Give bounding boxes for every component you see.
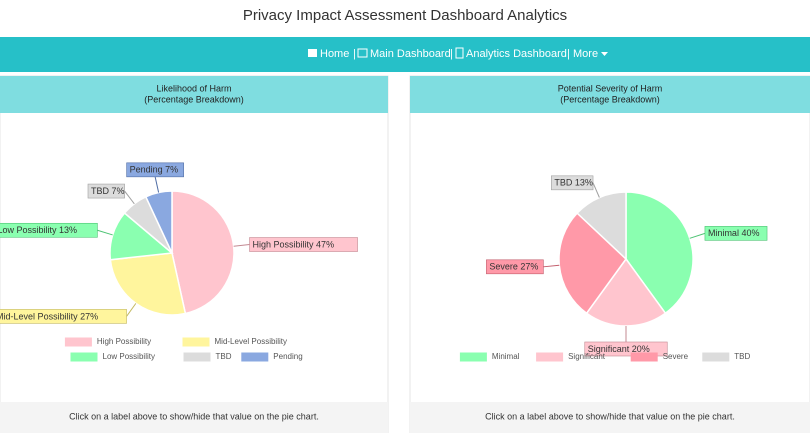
leader-line — [689, 232, 706, 239]
nav-separator: | — [450, 48, 453, 60]
pie-slice — [585, 257, 667, 327]
value-label: TBD 7% — [91, 186, 125, 196]
value-label: Pending 7% — [130, 165, 179, 175]
pie-slice — [144, 190, 173, 254]
legend-entry[interactable]: Minimal — [492, 352, 520, 361]
pie-slice — [109, 252, 187, 316]
legend-swatch — [183, 352, 211, 362]
caret — [601, 52, 608, 56]
value-label: Severe 27% — [489, 262, 538, 272]
value-label-box — [551, 175, 594, 191]
legend-swatch — [459, 352, 487, 362]
legend-entry[interactable]: Pending — [273, 352, 302, 361]
legend-entry[interactable]: Mid-Level Possibility — [215, 337, 287, 346]
nav-separator: | — [353, 48, 356, 60]
legend-entry[interactable]: High Possibility — [97, 337, 151, 346]
value-label: High Possibility 47% — [253, 239, 335, 249]
nav-home[interactable]: Home — [320, 48, 349, 60]
leader-line — [233, 244, 250, 247]
leader-line — [126, 303, 137, 317]
panel-subtitle: (Percentage Breakdown) — [560, 94, 660, 104]
panel-subtitle: (Percentage Breakdown) — [144, 94, 244, 104]
legend-entry[interactable]: TBD — [216, 352, 232, 361]
leader-line — [543, 264, 560, 268]
pie-slice — [576, 191, 627, 261]
legend-swatch — [702, 352, 730, 362]
value-label-box — [486, 259, 544, 275]
pie-slice — [171, 190, 235, 315]
value-label-box — [704, 226, 768, 241]
panel-header — [0, 76, 388, 113]
page-title: Privacy Impact Assessment Dashboard Anal… — [243, 7, 567, 24]
nav-main-dashboard[interactable]: Main Dashboard — [370, 48, 451, 60]
nav-more[interactable]: More — [573, 48, 598, 60]
value-label-box — [87, 183, 125, 199]
pie-slice — [558, 212, 627, 315]
legend-swatch — [70, 352, 98, 362]
legend-entry[interactable]: Severe — [663, 352, 689, 361]
value-label: Low Possibility 13% — [0, 225, 77, 235]
value-label: Significant 20% — [588, 344, 650, 354]
legend-swatch — [64, 337, 92, 347]
panel-note: Click on a label above to show/hide that… — [485, 411, 735, 421]
legend-swatch — [536, 352, 564, 362]
legend-entry[interactable]: Significant — [568, 352, 606, 361]
leader-line — [97, 229, 113, 236]
dashboard-icon — [357, 48, 368, 58]
value-label-box — [249, 237, 358, 252]
legend-swatch — [241, 352, 269, 362]
panel-note: Click on a label above to show/hide that… — [69, 411, 319, 421]
panel-header — [410, 76, 810, 113]
home-icon — [308, 49, 317, 57]
navbar — [0, 37, 810, 72]
value-label-box — [0, 309, 127, 324]
legend-swatch — [630, 352, 658, 362]
nav-analytics-dashboard[interactable]: Analytics Dashboard — [466, 48, 567, 60]
panel-title: Potential Severity of Harm — [558, 83, 663, 93]
leader-line — [124, 190, 135, 205]
legend-entry[interactable]: Low Possibility — [103, 352, 155, 361]
legend-entry[interactable]: TBD — [734, 352, 750, 361]
panel-title: Likelihood of Harm — [156, 83, 231, 93]
doc-icon — [455, 47, 464, 59]
legend-swatch — [182, 337, 210, 347]
panel-footer — [410, 402, 810, 433]
leader-line — [154, 176, 160, 193]
value-label: TBD 13% — [554, 178, 593, 188]
pie-slice — [625, 191, 694, 315]
value-label-box — [0, 222, 98, 238]
leader-line — [592, 182, 600, 198]
value-label: Mid-Level Possibility 27% — [0, 311, 98, 321]
value-label-box — [126, 162, 184, 178]
value-label: Minimal 40% — [708, 228, 760, 238]
nav-separator: | — [567, 48, 570, 60]
panel-footer — [0, 402, 388, 433]
